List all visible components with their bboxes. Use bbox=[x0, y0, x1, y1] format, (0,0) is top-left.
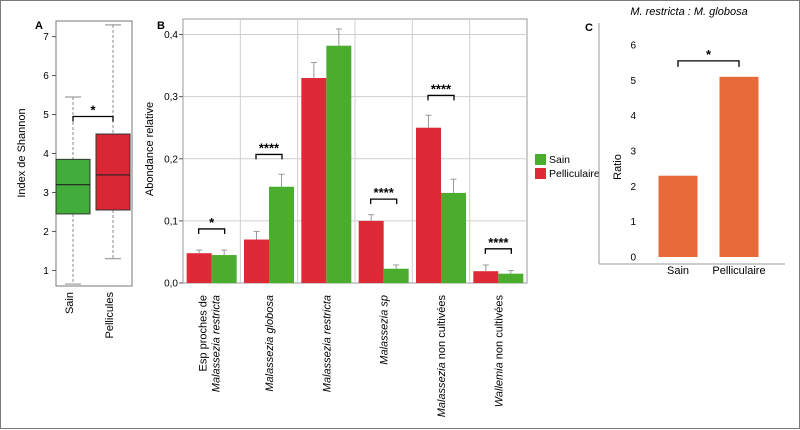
panel-c-title: M. restricta : M. globosa bbox=[630, 6, 747, 18]
panel-b-x-label-italic: Malassezia restricta bbox=[211, 295, 223, 392]
panel-c-y-tick-label: 1 bbox=[630, 217, 636, 228]
panel-a: A 1 2 3 4 5 6 7 Index de Shannon Sain Pellicul… bbox=[16, 20, 133, 339]
panel-a-y-tick-label: 5 bbox=[43, 110, 49, 121]
legend-swatch-sain bbox=[535, 154, 546, 165]
panel-a-significance-bracket bbox=[72, 115, 114, 122]
panel-a-y-tick-label: 6 bbox=[43, 71, 49, 82]
panel-b-bar-sain bbox=[441, 192, 466, 283]
panel-a-y-label: Index de Shannon bbox=[16, 108, 28, 197]
legend-label-pelliculaire: Pelliculaire bbox=[549, 168, 600, 180]
panel-c: C M. restricta : M. globosa 0 1 2 3 4 5 6 Rati… bbox=[585, 6, 785, 277]
panel-a-y-ticks: 1 2 3 4 5 6 7 bbox=[43, 32, 56, 277]
panel-c-x-label: Pelliculaire bbox=[712, 265, 765, 277]
panel-b-letter: B bbox=[157, 20, 165, 32]
panel-b-y-tick-label: 0,3 bbox=[164, 92, 178, 103]
panel-c-bars bbox=[658, 76, 759, 257]
panel-c-y-tick-label: 0 bbox=[630, 253, 636, 264]
panel-c-bar-pelliculaire bbox=[719, 76, 759, 257]
panel-b-bar-sain bbox=[383, 268, 409, 283]
panel-b-x-label-italic: Malassezia globosa bbox=[264, 295, 276, 392]
panel-b-bar-pelliculaire bbox=[301, 78, 327, 283]
panel-a-y-tick-label: 1 bbox=[43, 266, 49, 277]
panel-b-bar-pelliculaire bbox=[473, 271, 499, 283]
panel-b-legend: Sain Pelliculaire bbox=[535, 154, 600, 180]
panel-c-significance: * bbox=[677, 47, 740, 67]
panel-b-bar-pelliculaire bbox=[416, 127, 441, 284]
panel-a-box-sain bbox=[55, 158, 91, 215]
panel-b-y-tick-label: 0,1 bbox=[164, 216, 178, 227]
panel-a-y-tick-label: 3 bbox=[43, 188, 49, 199]
panel-b-bars bbox=[186, 28, 524, 284]
panel-c-x-label: Sain bbox=[667, 265, 689, 277]
panel-b-x-labels: Esp proches de Malassezia restricta Malass… bbox=[198, 295, 506, 418]
panel-a-y-tick-label: 2 bbox=[43, 227, 49, 238]
panel-c-y-tick-label: 4 bbox=[630, 111, 636, 122]
legend-label-sain: Sain bbox=[549, 154, 570, 166]
panel-b-significance-bracket bbox=[198, 228, 226, 234]
panel-b-bar-pelliculaire bbox=[358, 220, 384, 283]
panel-c-y-tick-label: 3 bbox=[630, 147, 636, 158]
panel-a-x-label-sain: Sain bbox=[64, 292, 76, 314]
panel-b-x-label-plain: Esp proches de bbox=[198, 295, 210, 371]
panel-c-y-ticks: 0 1 2 3 4 5 6 bbox=[630, 41, 636, 264]
panel-b-x-label: Esp proches de bbox=[198, 295, 210, 371]
panel-b-x-label-italic: Malassezia restricta bbox=[321, 295, 333, 392]
panel-b-significance-bracket bbox=[427, 94, 455, 101]
panel-b-x-label: Malassezia non cultivées bbox=[436, 295, 448, 418]
panel-c-significance-bracket bbox=[677, 60, 740, 67]
panel-c-y-tick-label: 6 bbox=[630, 41, 636, 52]
panel-b-x-label: Malassezia globosa bbox=[264, 295, 276, 392]
panel-c-x-labels: Sain Pelliculaire bbox=[667, 265, 766, 277]
panel-b-x-label-italic: Wallemia bbox=[493, 362, 505, 407]
panel-b-x-label-italic: Malassezia bbox=[436, 362, 448, 417]
panel-b-y-ticks: 0,0 0,1 0,2 0,3 0,4 bbox=[164, 30, 183, 290]
panel-b-bar-sain bbox=[211, 255, 237, 283]
panel-c-y-label: Ratio bbox=[612, 154, 624, 180]
panel-b-bar-pelliculaire bbox=[186, 253, 212, 283]
panel-c-y-tick-label: 5 bbox=[630, 76, 636, 87]
panel-b-significance-label: **** bbox=[259, 140, 280, 155]
panel-b-bar-sain bbox=[269, 186, 294, 283]
panel-c-letter: C bbox=[585, 22, 593, 34]
panel-a-significance-label: * bbox=[90, 102, 96, 117]
panel-c-bar-sain bbox=[658, 175, 698, 257]
panel-b-x-label: Wallemia non cultivées bbox=[493, 295, 505, 408]
panel-b-y-tick-label: 0,0 bbox=[164, 279, 178, 290]
panel-b-bar-sain bbox=[498, 273, 524, 283]
panel-b-x-label-italic: Malassezia sp bbox=[379, 295, 391, 365]
panel-b-x-label: Malassezia sp bbox=[379, 295, 391, 365]
panel-b-significance-label: **** bbox=[374, 185, 395, 200]
panel-a-significance: * bbox=[72, 102, 114, 122]
panel-b-x-label-plain: non cultivées bbox=[436, 295, 448, 363]
panel-a-x-label-pellicules: Pellicules bbox=[104, 292, 116, 339]
panel-b-x-label-line2: Malassezia restricta bbox=[211, 295, 223, 392]
panel-b-significance: ***************** bbox=[198, 81, 512, 254]
panel-a-x-labels: Sain Pellicules bbox=[64, 292, 116, 339]
panel-b-bar-pelliculaire bbox=[244, 239, 269, 283]
panel-b: B 0,00,10,20,30,4 Abondance relative ***… bbox=[144, 18, 600, 418]
panel-b-x-label-plain: non cultivées bbox=[493, 295, 505, 363]
panel-b-significance-label: **** bbox=[431, 81, 452, 96]
panel-a-letter: A bbox=[35, 20, 43, 32]
panel-a-boxes bbox=[55, 24, 131, 285]
panel-c-significance-label: * bbox=[706, 47, 712, 62]
panel-b-significance-label: * bbox=[209, 215, 215, 230]
panel-b-significance-bracket bbox=[370, 198, 398, 205]
panel-a-y-tick-label: 7 bbox=[43, 32, 49, 43]
panel-b-bar-sain bbox=[326, 45, 352, 283]
panel-b-significance-bracket bbox=[484, 248, 512, 254]
panel-b-x-label: Malassezia restricta bbox=[321, 295, 333, 392]
panel-a-box-pellicules bbox=[95, 133, 131, 211]
panel-b-significance-bracket bbox=[255, 153, 283, 160]
panel-b-y-label: Abondance relative bbox=[144, 102, 156, 196]
panel-b-y-tick-label: 0,2 bbox=[164, 154, 178, 165]
panel-b-significance-label: **** bbox=[488, 235, 509, 250]
panel-b-grid bbox=[182, 18, 528, 284]
panel-c-y-tick-label: 2 bbox=[630, 182, 636, 193]
panel-b-y-tick-label: 0,4 bbox=[164, 30, 178, 41]
panel-a-y-tick-label: 4 bbox=[43, 149, 49, 160]
legend-swatch-pelliculaire bbox=[535, 168, 546, 179]
